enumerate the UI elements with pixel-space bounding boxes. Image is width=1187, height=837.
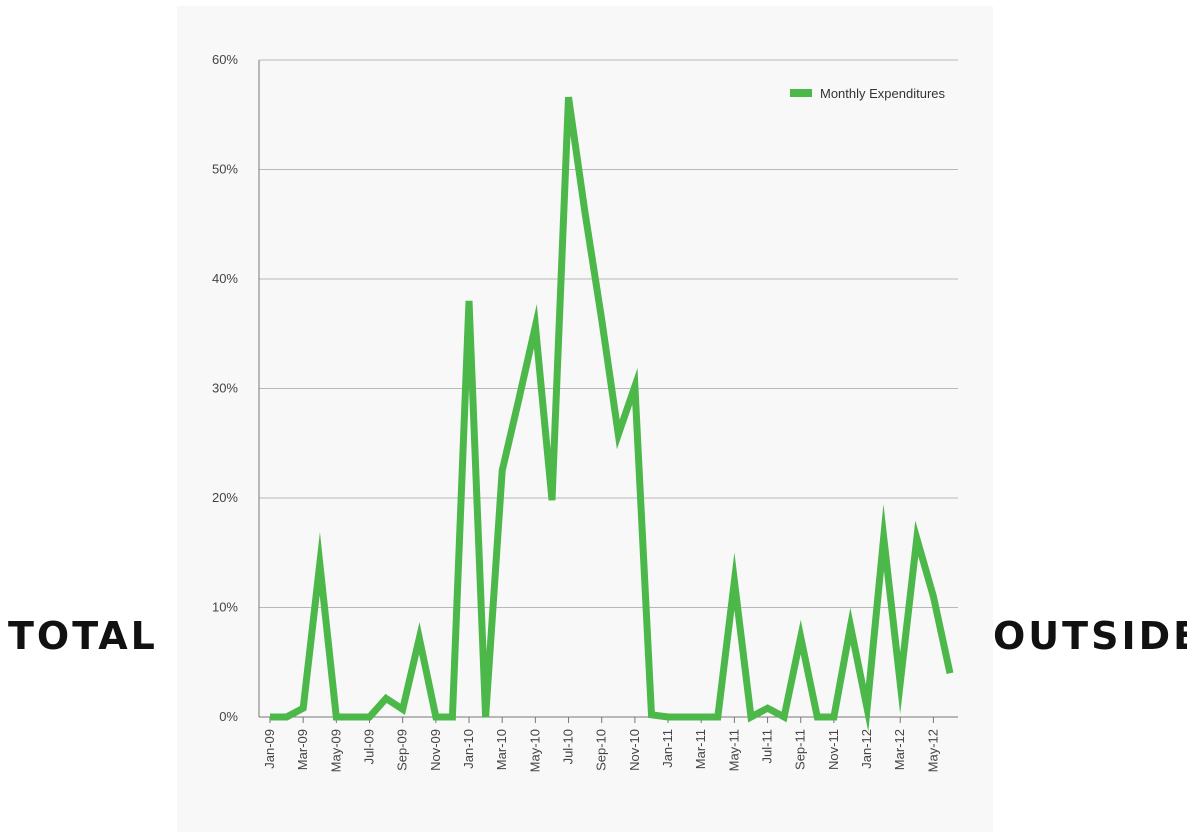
x-tick-label: May-11 (726, 729, 741, 771)
y-tick-label: 10% (212, 600, 238, 615)
data-point (466, 298, 472, 304)
data-point (566, 94, 572, 100)
data-point (814, 714, 820, 720)
data-point (400, 706, 406, 712)
series-line (270, 96, 954, 732)
data-point (632, 383, 638, 389)
x-tick-label: Jul-11 (760, 729, 775, 763)
data-point (831, 714, 837, 720)
x-tick-label: Nov-10 (627, 729, 642, 771)
x-tick-label: Jul-09 (362, 729, 377, 764)
data-point (649, 712, 655, 718)
data-point (367, 714, 373, 720)
x-tick-label: Jan-12 (859, 729, 874, 769)
x-tick-label: Jan-09 (262, 729, 277, 769)
y-tick-label: 20% (212, 490, 238, 505)
data-point (897, 680, 903, 686)
data-point (798, 634, 804, 640)
x-tick-label: May-09 (328, 729, 343, 772)
x-tick-label: May-10 (527, 729, 542, 772)
data-point (284, 714, 290, 720)
data-point (317, 561, 323, 567)
data-point (665, 714, 671, 720)
axis-layer: 0% 10% 20% 30% 40% 50% 60% Jan-09 Mar-09 May-09 Ju… (212, 52, 958, 772)
data-point (549, 497, 555, 503)
data-point (483, 714, 489, 720)
y-tick-label: 60% (212, 52, 238, 67)
x-tick-label: Mar-11 (693, 729, 708, 769)
data-point (914, 536, 920, 542)
x-tick-label: Sep-10 (594, 729, 609, 771)
chart-panel (177, 6, 993, 832)
x-tick-label: Sep-09 (395, 729, 410, 771)
data-point (748, 714, 754, 720)
data-point (532, 323, 538, 329)
y-tick-label: 0% (219, 709, 238, 724)
x-tick-label: Sep-11 (793, 729, 808, 770)
x-tick-label: Mar-12 (892, 729, 907, 770)
grid-layer (259, 59, 958, 608)
right-label: OUTSIDE (993, 614, 1187, 658)
data-point (499, 468, 505, 474)
data-point (267, 714, 273, 720)
y-tick-label: 40% (212, 271, 238, 286)
data-point (433, 714, 439, 720)
x-tick-label: Nov-09 (428, 729, 443, 771)
data-point (715, 714, 721, 720)
data-point (599, 317, 605, 323)
data-point (615, 432, 621, 438)
x-tick-label: Jan-10 (461, 729, 476, 769)
data-point (350, 714, 356, 720)
x-tick-label: Nov-11 (826, 729, 841, 770)
data-point (864, 705, 870, 711)
left-label: TOTAL (8, 614, 158, 658)
x-tick-label: Mar-09 (295, 729, 310, 770)
data-point (582, 210, 588, 216)
data-point (682, 714, 688, 720)
y-tick-label: 50% (212, 162, 238, 177)
x-tick-label: May-12 (925, 729, 940, 772)
data-point (300, 705, 306, 711)
series-layer (267, 94, 954, 732)
data-point (516, 396, 522, 402)
legend-label: Monthly Expenditures (820, 86, 946, 101)
data-point (947, 670, 953, 676)
data-point (698, 714, 704, 720)
data-point (881, 534, 887, 540)
x-tick-label: Jul-10 (561, 729, 576, 764)
legend-swatch (790, 89, 812, 97)
data-point (449, 714, 455, 720)
y-tick-label: 30% (212, 381, 238, 396)
data-point (416, 635, 422, 641)
data-point (333, 714, 339, 720)
data-point (848, 623, 854, 629)
x-tick-label: Mar-10 (494, 729, 509, 770)
data-point (765, 705, 771, 711)
data-point (383, 695, 389, 701)
data-point (731, 578, 737, 584)
x-tick-label: Jan-11 (660, 729, 675, 768)
chart-legend: Monthly Expenditures (790, 86, 946, 101)
data-point (930, 594, 936, 600)
data-point (781, 714, 787, 720)
